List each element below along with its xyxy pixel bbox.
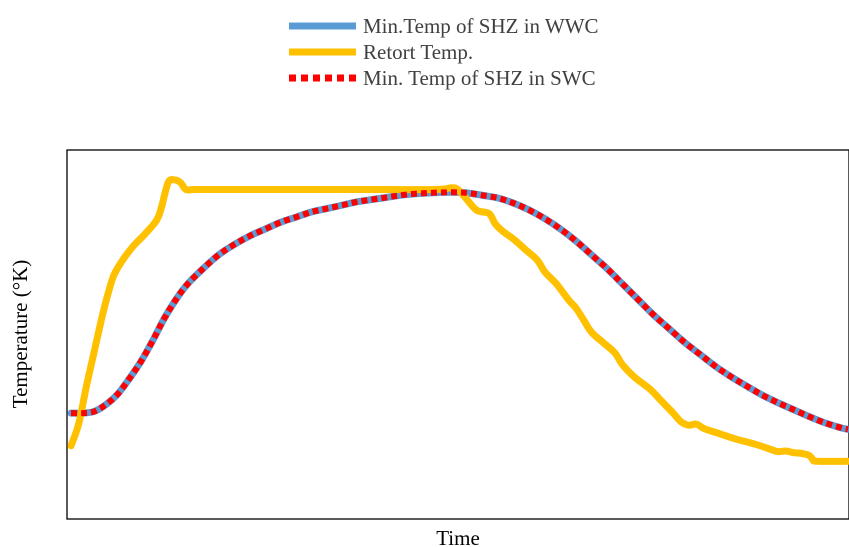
series-line-wwc: [67, 188, 849, 433]
legend-label-retort: Retort Temp.: [363, 40, 473, 64]
x-axis-label: Time: [436, 526, 480, 547]
legend-label-swc: Min. Temp of SHZ in SWC: [363, 66, 596, 90]
y-axis-label: Temperature (°K): [8, 260, 32, 409]
legend-label-wwc: Min.Temp of SHZ in WWC: [363, 14, 599, 38]
series-layer: [67, 175, 849, 465]
series-line-retort: [67, 175, 849, 465]
series-line-swc: [70, 189, 849, 433]
plot-area-frame: [66, 149, 849, 520]
legend: Min.Temp of SHZ in WWC Retort Temp. Min.…: [289, 14, 599, 90]
